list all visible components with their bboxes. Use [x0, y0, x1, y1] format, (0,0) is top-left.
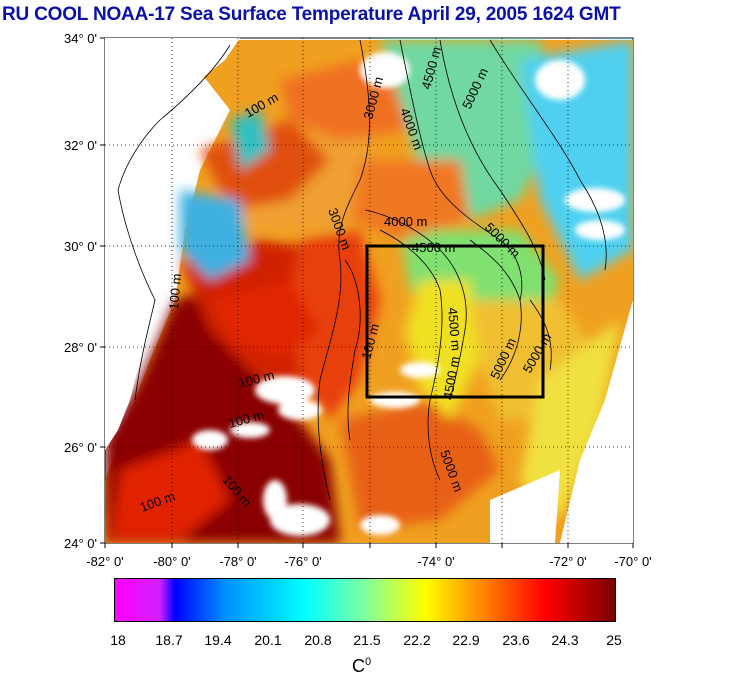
lon-label: -74° 0': [417, 554, 454, 569]
colorbar: [114, 578, 616, 622]
lat-label: 28° 0': [64, 340, 97, 355]
contour-label: 4000 m: [384, 214, 427, 229]
map-title: RU COOL NOAA-17 Sea Surface Temperature …: [2, 4, 621, 25]
bathymetry-contours: [117, 39, 607, 501]
lat-label: 26° 0': [64, 440, 97, 455]
lon-label: -76° 0': [284, 554, 321, 569]
lat-label: 24° 0': [64, 536, 97, 551]
colorbar-tick: 19.4: [204, 632, 232, 648]
lon-label: -80° 0': [153, 554, 190, 569]
contour-label: 4500 m: [412, 240, 455, 255]
sst-field: [105, 38, 633, 543]
colorbar-tick: 18.7: [155, 632, 183, 648]
colorbar-unit: C0: [352, 656, 372, 676]
lat-label: 30° 0': [64, 239, 97, 254]
colorbar-tick: 21.5: [353, 632, 381, 648]
lat-label: 34° 0': [64, 31, 97, 46]
land-mass: [105, 38, 240, 190]
contour-label: 100 m: [166, 273, 184, 310]
colorbar-tick: 22.9: [452, 632, 480, 648]
colorbar-tick: 24.3: [551, 632, 579, 648]
colorbar-tick: 18: [110, 632, 126, 648]
colorbar-tick: 22.2: [403, 632, 431, 648]
colorbar-tick: 23.6: [502, 632, 530, 648]
colorbar-tick: 20.1: [254, 632, 282, 648]
contour-label: 4500 m: [445, 307, 464, 352]
study-area-box: [365, 244, 545, 399]
lon-label: -70° 0': [614, 554, 651, 569]
colorbar-tick: 20.8: [304, 632, 332, 648]
colorbar-tick: 25: [606, 632, 622, 648]
contour-label: 4500 m: [440, 355, 462, 400]
lon-label: -72° 0': [549, 554, 586, 569]
lon-label: -78° 0': [219, 554, 256, 569]
lat-label: 32° 0': [64, 138, 97, 153]
lon-label: -82° 0': [86, 554, 123, 569]
